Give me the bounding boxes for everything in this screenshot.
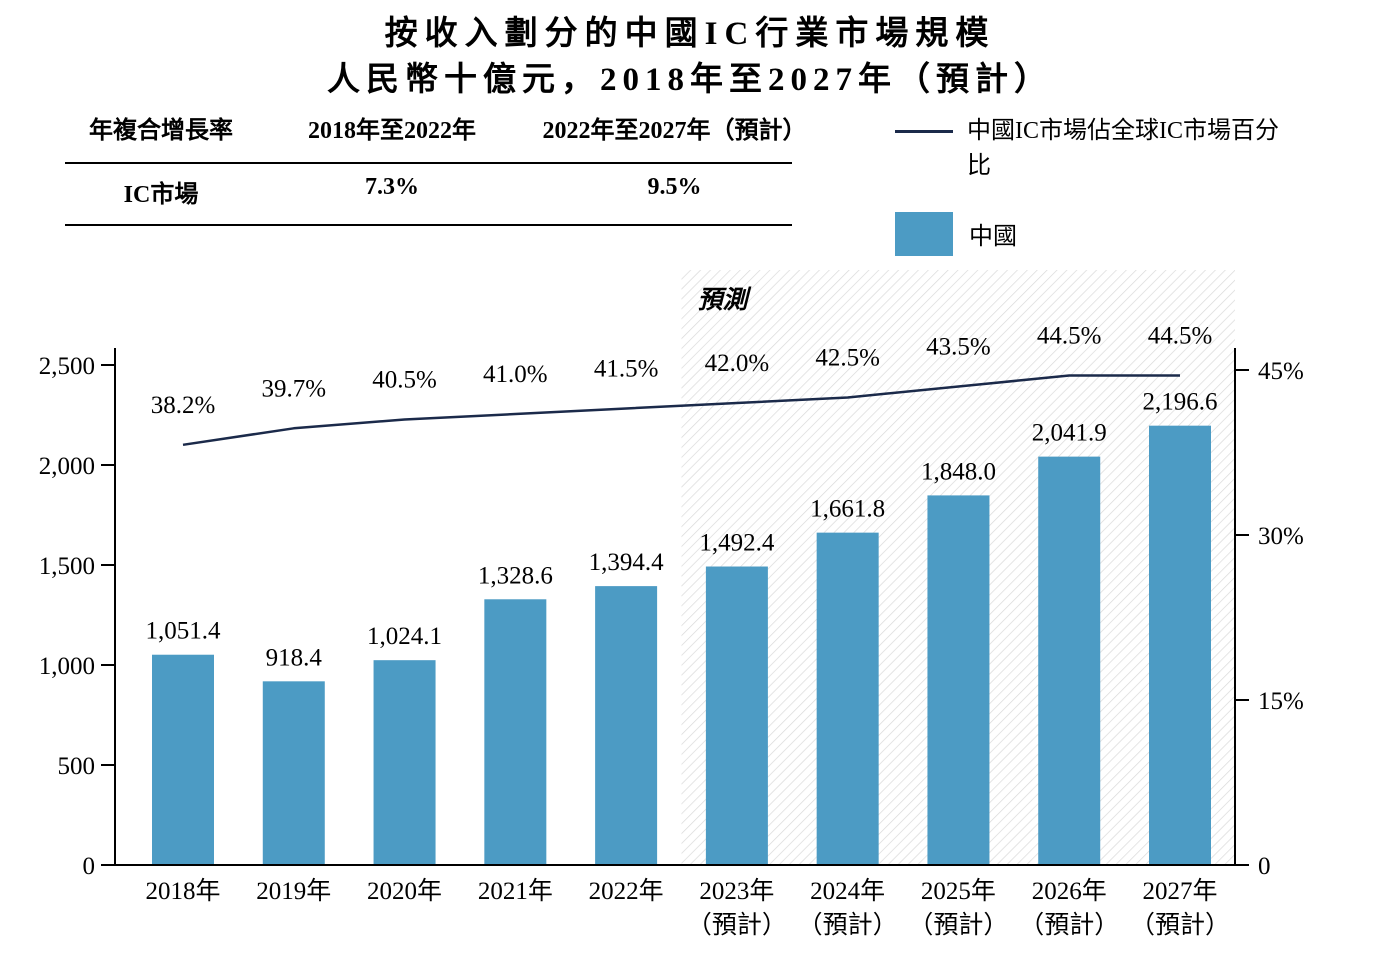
bar: [373, 660, 436, 865]
bar-value-label: 1,051.4: [146, 618, 222, 645]
line-value-label: 42.0%: [705, 350, 770, 377]
line-value-label: 38.2%: [151, 392, 216, 419]
left-axis-tick-label: 2,500: [39, 353, 95, 380]
line-value-label: 41.5%: [594, 356, 659, 383]
line-series: [182, 374, 1180, 447]
cagr-header-period-2018-2022: 2018年至2022年: [308, 118, 476, 144]
x-axis-sublabel: （預計）: [1019, 911, 1119, 939]
line-value-label: 43.5%: [926, 334, 991, 361]
x-axis-label: 2021年: [478, 877, 553, 905]
left-axis-tick-label: 2,000: [39, 453, 95, 480]
right-axis-tick-label: 45%: [1258, 358, 1304, 385]
x-axis-label: 2019年: [256, 877, 331, 905]
cagr-header-period-2022-2027: 2022年至2027年（預計）: [542, 118, 807, 144]
left-axis-tick-label: 500: [58, 753, 96, 780]
x-axis-label: 2024年: [810, 877, 885, 905]
x-axis-sublabel: （預計）: [1130, 911, 1230, 939]
x-axis-label: 2022年: [589, 877, 664, 905]
forecast-label: 預測: [698, 286, 752, 314]
bar-value-label: 1,024.1: [367, 623, 442, 650]
chart-legend: 中國IC市場佔全球IC市場百分比 中國: [895, 114, 1335, 256]
bar-value-label: 2,041.9: [1032, 420, 1107, 447]
x-axis-sublabel: （預計）: [798, 911, 898, 939]
bar-value-label: 1,328.6: [478, 562, 553, 589]
cagr-table: 年複合增長率 2018年至2022年 2022年至2027年（預計） IC市場 …: [65, 106, 822, 230]
x-axis-label: 2023年: [699, 877, 774, 905]
bar-value-label: 1,661.8: [810, 496, 885, 523]
line-value-label: 44.5%: [1148, 323, 1213, 350]
cagr-table-header-row: 年複合增長率 2018年至2022年 2022年至2027年（預計）: [65, 110, 822, 145]
x-axis-label: 2027年: [1142, 877, 1217, 905]
bar: [816, 532, 879, 865]
bar: [262, 681, 325, 865]
line-value-label: 44.5%: [1037, 323, 1102, 350]
bar-value-label: 1,492.4: [699, 530, 775, 557]
legend-item-bar: 中國: [895, 211, 1335, 256]
bar: [927, 495, 990, 865]
axes: [101, 348, 1249, 866]
line-legend-label: 中國IC市場佔全球IC市場百分比: [967, 118, 1279, 179]
bar-legend-label: 中國: [969, 224, 1017, 251]
bar: [595, 586, 658, 865]
bar-series: [152, 425, 1211, 865]
right-axis-tick-label: 30%: [1258, 523, 1304, 550]
bar-value-label: 918.4: [266, 644, 323, 671]
x-axis-label: 2020年: [367, 877, 442, 905]
cagr-row-label: IC市場: [123, 182, 199, 208]
chart-subtitle: 人民幣十億元，2018年至2027年（預計）: [327, 62, 1053, 98]
left-axis-tick-label: 0: [83, 853, 96, 880]
cagr-table-rule-bottom: [65, 224, 792, 226]
bar: [1149, 425, 1211, 865]
line-value-label: 39.7%: [261, 375, 326, 402]
cagr-table-data-row: IC市場 7.3% 9.5%: [65, 174, 822, 209]
left-axis-tick-label: 1,000: [39, 653, 95, 680]
bar: [1038, 456, 1101, 865]
line-value-label: 42.5%: [815, 345, 880, 372]
line-value-label: 40.5%: [372, 367, 437, 394]
line-legend-swatch: [895, 130, 953, 133]
left-axis-tick-label: 1,500: [39, 553, 95, 580]
bar-value-label: 1,394.4: [589, 549, 665, 576]
right-axis-tick-label: 0: [1258, 853, 1271, 880]
bar-value-labels: 1,051.4 918.4 1,024.1 1,328.6 1,394.4 1,492.4…: [146, 389, 1218, 672]
chart-title: 按收入劃分的中國IC行業市場規模: [384, 16, 996, 52]
x-axis-labels: 2018年 2019年 2020年 2021年 2022年 2023年 （預計） 2024年 （…: [145, 877, 1230, 939]
bar-legend-swatch: [895, 211, 953, 256]
cagr-value-2022-2027: 9.5%: [647, 174, 702, 200]
legend-item-line: 中國IC市場佔全球IC市場百分比: [895, 114, 1335, 184]
x-axis-sublabel: （預計）: [908, 911, 1008, 939]
cagr-value-2018-2022: 7.3%: [365, 174, 419, 200]
bar: [484, 599, 547, 865]
bar: [152, 654, 214, 865]
cagr-header-metric: 年複合增長率: [89, 118, 233, 144]
line-value-labels: 38.2% 39.7% 40.5% 41.0% 41.5% 42.0% 42.5% 43.5%…: [151, 323, 1213, 419]
right-axis-tick-label: 15%: [1258, 688, 1304, 715]
bar-value-label: 2,196.6: [1143, 389, 1218, 416]
x-axis-sublabel: （預計）: [687, 911, 787, 939]
bar-value-label: 1,848.0: [921, 458, 996, 485]
x-axis-label: 2026年: [1032, 877, 1107, 905]
cagr-table-rule-top: [65, 162, 792, 164]
x-axis-label: 2025年: [921, 877, 996, 905]
line-value-label: 41.0%: [483, 361, 548, 388]
x-axis-label: 2018年: [145, 877, 220, 905]
axis-tick-labels: 0 500 1,000 1,500 2,000 2,500 0 15% 30% 45%: [39, 353, 1304, 880]
bar: [705, 566, 768, 865]
